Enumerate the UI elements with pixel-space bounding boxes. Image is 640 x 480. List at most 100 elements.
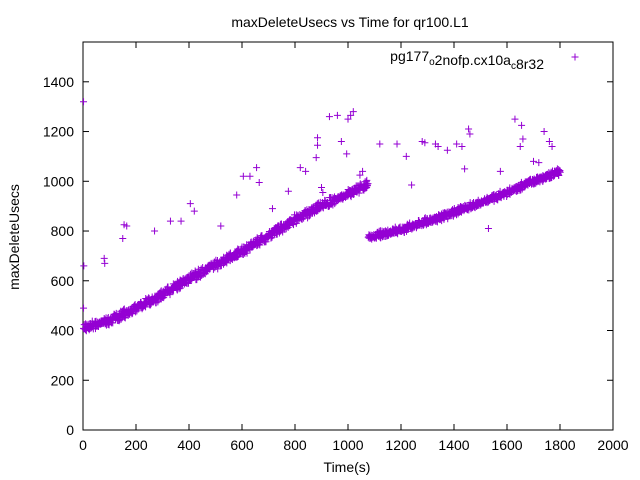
data-point-outlier (312, 154, 320, 162)
x-tick-label: 1600 (491, 437, 522, 453)
data-point-outlier (166, 217, 174, 225)
data-point (279, 228, 287, 236)
data-point-outlier (540, 128, 548, 136)
data-point-outlier (516, 142, 524, 150)
data-point-outlier (356, 171, 364, 179)
data-point-outlier (343, 150, 351, 158)
data-point-outlier (268, 205, 276, 213)
data-point (197, 273, 205, 281)
data-point-outlier (123, 222, 131, 230)
legend-label: pg177o2nofp.cx10ac8r32 (390, 48, 544, 72)
data-point-outlier (255, 179, 263, 187)
data-point-outlier (246, 172, 254, 180)
data-point-outlier (434, 142, 442, 150)
data-point-outlier (402, 152, 410, 160)
legend-label-part: pg177 (390, 48, 429, 64)
data-point-outlier (186, 200, 194, 208)
legend-label-part: 2nofp.cx10a (435, 52, 511, 68)
y-tick-label: 1400 (43, 74, 74, 90)
data-point (556, 166, 564, 174)
data-point-outlier (519, 135, 527, 143)
data-point (364, 180, 372, 188)
data-point (226, 249, 234, 257)
data-point-outlier (80, 304, 88, 312)
data-point-outlier (458, 142, 466, 150)
y-tick-label: 1200 (43, 124, 74, 140)
legend-label-subscript: c (511, 61, 516, 72)
x-tick-label: 0 (79, 437, 87, 453)
data-point-outlier (325, 113, 333, 121)
data-point-outlier (461, 165, 469, 173)
data-point (147, 301, 155, 309)
data-point-outlier (190, 207, 198, 215)
x-tick-label: 600 (230, 437, 254, 453)
chart-title: maxDeleteUsecs vs Time for qr100.L1 (231, 14, 469, 30)
data-point-outlier (151, 227, 159, 235)
x-tick-label: 800 (283, 437, 307, 453)
plot-frame (82, 41, 614, 431)
data-point-outlier (100, 254, 108, 262)
data-point-outlier (337, 137, 345, 145)
data-point-outlier (101, 259, 109, 267)
data-point (129, 309, 137, 317)
data-point-outlier (408, 181, 416, 189)
data-point-outlier (548, 142, 556, 150)
legend-marker-symbol (571, 53, 579, 61)
data-point-outlier (465, 125, 473, 133)
data-point-outlier (80, 98, 88, 106)
data-point (243, 249, 251, 257)
data-point-outlier (319, 188, 327, 196)
x-tick-label: 1000 (332, 437, 363, 453)
data-point (142, 303, 150, 311)
y-tick-label: 0 (66, 422, 74, 438)
data-point-outlier (344, 115, 352, 123)
data-point-outlier (421, 139, 429, 147)
data-point-outlier (496, 167, 504, 175)
data-point-outlier (376, 140, 384, 148)
data-point-outlier (233, 191, 241, 199)
data-point-outlier (359, 167, 367, 175)
data-point-outlier (347, 111, 355, 119)
y-tick-label: 400 (51, 323, 75, 339)
data-point (166, 291, 174, 299)
data-point-outlier (302, 167, 310, 175)
x-tick-label: 400 (177, 437, 201, 453)
data-point-outlier (253, 164, 261, 172)
x-tick-label: 1800 (544, 437, 575, 453)
data-point-outlier (314, 134, 322, 142)
data-point-outlier (177, 217, 185, 225)
data-point-outlier (535, 159, 543, 167)
data-point-outlier (333, 111, 341, 119)
legend: pg177o2nofp.cx10ac8r32 (390, 48, 579, 72)
y-axis-label: maxDeleteUsecs (6, 184, 22, 290)
data-point (128, 310, 136, 318)
data-point-outlier (239, 172, 247, 180)
data-point-outlier (217, 222, 225, 230)
y-tick-label: 200 (51, 372, 75, 388)
y-axis: 0 200 400 600 800 1000 1200 1400 (43, 74, 613, 438)
data-point-outlier (511, 115, 519, 123)
y-tick-label: 1000 (43, 173, 74, 189)
y-tick-label: 600 (51, 273, 75, 289)
data-point-outlier (349, 108, 357, 116)
data-point-outlier (545, 137, 553, 145)
x-axis: 0 200 400 600 800 1000 1200 1400 1600 1800 2000 (79, 42, 629, 453)
data-point (555, 172, 563, 180)
data-point-outlier (119, 234, 127, 242)
legend-label-subscript: o (429, 57, 435, 68)
data-point-outlier (453, 140, 461, 148)
series-points (80, 98, 564, 335)
x-tick-label: 2000 (597, 437, 628, 453)
data-point-outlier (296, 164, 304, 172)
data-point-outlier (530, 157, 537, 165)
data-point-outlier (314, 141, 322, 149)
x-tick-label: 1200 (385, 437, 416, 453)
data-point-outlier (466, 130, 474, 138)
x-tick-label: 200 (124, 437, 148, 453)
data-point-outlier (443, 146, 451, 154)
data-point (154, 298, 162, 306)
legend-label-part: 8r32 (516, 56, 544, 72)
data-point-outlier (310, 205, 318, 213)
data-point-outlier (284, 187, 292, 195)
